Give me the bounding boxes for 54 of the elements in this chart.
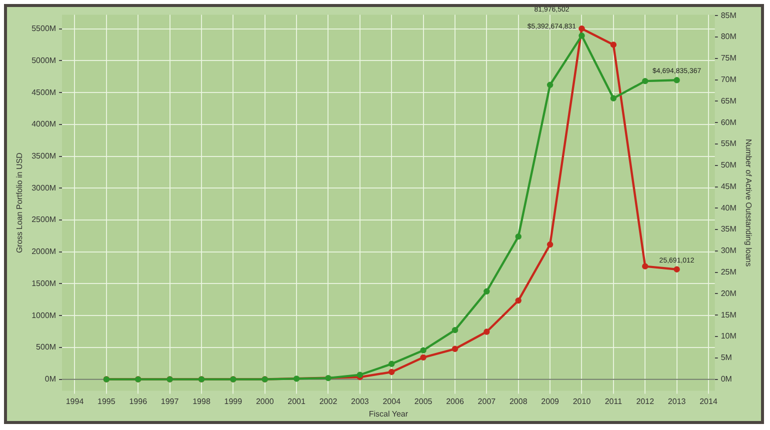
y2-tick-label: 45M <box>720 182 737 191</box>
y-tick-label: 3000M <box>32 183 56 192</box>
x-tick-label: 1994 <box>66 396 84 406</box>
x-tick-label: 1999 <box>224 396 243 406</box>
x-tick-label: 2013 <box>668 396 686 406</box>
x-tick-label: 2006 <box>446 396 464 406</box>
x-tick-label: 1998 <box>192 396 211 406</box>
x-tick-label: 2009 <box>541 396 560 406</box>
y2-tick-label: 15M <box>720 310 737 320</box>
y-tick-label: 3500M <box>32 151 56 160</box>
y2-tick-label: 10M <box>720 332 737 341</box>
y2-tick-label: 20M <box>720 288 737 298</box>
x-tick-label: 1995 <box>98 396 116 406</box>
x-axis-title: Fiscal Year <box>368 409 408 418</box>
x-tick-label: 1997 <box>160 396 180 406</box>
y2-tick-label: 75M <box>720 54 737 63</box>
x-tick-label: 2000 <box>256 396 274 406</box>
y-tick-label: 5000M <box>32 56 56 65</box>
x-tick-label: 2007 <box>478 396 496 406</box>
y-tick-label: 4500M <box>32 88 56 97</box>
y-tick-label: 4000M <box>32 120 56 129</box>
y-axis-title: Gross Loan Portfolio in USD <box>15 152 24 254</box>
y2-tick-label: 40M <box>720 203 737 212</box>
x-tick-label: 2010 <box>572 396 592 406</box>
x-tick-label: 2008 <box>509 396 528 406</box>
y2-tick-label: 70M <box>720 75 737 84</box>
y-tick-label: 500M <box>36 342 56 352</box>
x-tick-label: 2003 <box>351 396 370 406</box>
y2-tick-label: 80M <box>720 32 737 42</box>
y2-tick-label: 0M <box>720 374 732 384</box>
y-tick-label: 2000M <box>32 247 56 256</box>
y2-tick-label: 85M <box>720 10 737 20</box>
y-tick-label: 0M <box>44 374 56 384</box>
x-tick-label: 2011 <box>604 396 623 406</box>
y-tick-label: 1500M <box>32 278 56 288</box>
y2-tick-label: 55M <box>720 139 737 148</box>
x-tick-label: 2001 <box>288 396 306 406</box>
y-tick-label: 1000M <box>32 310 56 320</box>
y2-tick-label: 5M <box>720 353 732 362</box>
x-tick-label: 2005 <box>414 396 433 406</box>
y-tick-label: 5500M <box>32 24 56 34</box>
x-tick-label: 2014 <box>700 396 718 406</box>
y-tick-label: 2500M <box>32 215 56 224</box>
y2-tick-label: 60M <box>720 118 737 127</box>
y2-tick-label: 30M <box>720 246 737 256</box>
y2-tick-label: 50M <box>720 160 737 170</box>
x-tick-label: 2004 <box>382 396 402 406</box>
x-tick-label: 2012 <box>636 396 655 406</box>
y2-tick-label: 65M <box>720 96 737 106</box>
y2-tick-label: 35M <box>720 224 737 234</box>
x-tick-label: 2002 <box>319 396 338 406</box>
x-tick-label: 1996 <box>129 396 148 406</box>
y2-tick-label: 25M <box>720 268 737 277</box>
y2-axis-title: Number of Active Outstanding loans <box>744 138 753 267</box>
